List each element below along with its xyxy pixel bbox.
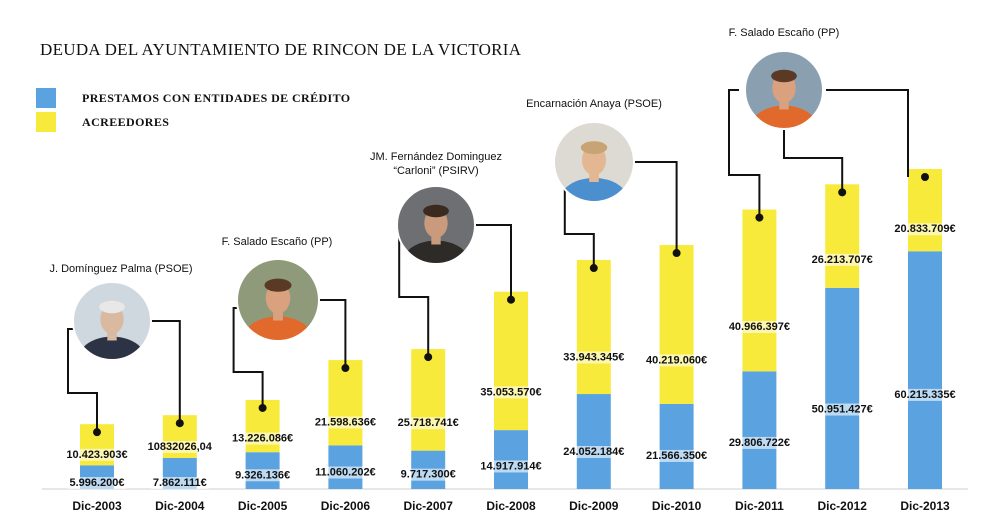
legend-swatch-acreedores xyxy=(36,112,56,132)
x-tick-label-dic-2007: Dic-2007 xyxy=(404,499,454,513)
data-label-bg xyxy=(726,321,792,334)
x-tick-label-dic-2006: Dic-2006 xyxy=(321,499,371,513)
data-label-acreedores-dic-2011: 40.966.397€ xyxy=(729,321,790,333)
connector-line xyxy=(232,307,264,408)
bar-prestamos-dic-2008 xyxy=(494,430,528,489)
connector-line xyxy=(634,161,678,254)
data-label-prestamos-dic-2010: 21.566.350€ xyxy=(646,450,707,462)
bar-top-marker-dic-2013 xyxy=(921,173,929,181)
data-label-bg xyxy=(809,403,875,416)
bar-prestamos-dic-2010 xyxy=(659,403,694,489)
data-label-prestamos-dic-2007: 9.717.300€ xyxy=(401,469,456,481)
portrait-anaya-icon xyxy=(553,121,635,203)
connector-line xyxy=(67,328,98,433)
data-label-bg xyxy=(561,351,627,364)
connector-line xyxy=(151,320,181,424)
person-label-anaya: Encarnación Anaya (PSOE) xyxy=(526,98,662,110)
person-label-fernandez-carloni: JM. Fernández Dominguez “Carloni” (PSIRV… xyxy=(369,151,503,177)
bar-prestamos-dic-2012 xyxy=(825,287,860,489)
x-tick-label-dic-2005: Dic-2005 xyxy=(238,499,288,513)
bar-acreedores-dic-2006 xyxy=(328,360,363,446)
data-label-bg xyxy=(312,416,378,429)
legend-label-acreedores: ACREEDORES xyxy=(82,114,170,129)
bar-acreedores-dic-2011 xyxy=(742,209,777,372)
chart-title: DEUDA DEL AYUNTAMIENTO DE RINCON DE LA V… xyxy=(40,40,522,59)
data-label-bg xyxy=(726,436,792,449)
x-tick-label-dic-2003: Dic-2003 xyxy=(72,499,122,513)
data-label-acreedores-dic-2009: 33.943.345€ xyxy=(563,352,624,364)
bar-acreedores-dic-2007 xyxy=(411,349,446,451)
bar-prestamos-dic-2009 xyxy=(576,394,611,489)
portrait-salado-2005-icon xyxy=(236,258,320,342)
data-label-bg xyxy=(892,388,958,401)
data-label-bg xyxy=(478,386,544,399)
data-label-acreedores-dic-2013: 20.833.709€ xyxy=(894,223,955,235)
connector-line xyxy=(826,89,909,177)
data-label-bg xyxy=(561,446,627,459)
portrait-dominguez-palma-icon xyxy=(72,281,152,361)
person-label-salado-2005: F. Salado Escaño (PP) xyxy=(221,236,333,248)
data-label-acreedores-dic-2007: 25.718.741€ xyxy=(398,417,459,429)
connector-line xyxy=(319,299,347,369)
x-tick-label-dic-2012: Dic-2012 xyxy=(818,499,868,513)
data-label-bg xyxy=(145,440,215,453)
person-label-dominguez-palma: J. Domínguez Palma (PSOE) xyxy=(49,263,193,275)
bar-prestamos-dic-2013 xyxy=(908,251,942,489)
x-tick-label-dic-2004: Dic-2004 xyxy=(155,499,205,513)
connector-line xyxy=(475,224,512,300)
data-label-acreedores-dic-2006: 21.598.636€ xyxy=(315,416,376,428)
data-label-prestamos-dic-2013: 60.215.335€ xyxy=(894,389,955,401)
x-tick-label-dic-2011: Dic-2011 xyxy=(735,499,784,513)
x-tick-label-dic-2008: Dic-2008 xyxy=(486,499,536,513)
x-tick-label-dic-2013: Dic-2013 xyxy=(900,499,950,513)
data-label-acreedores-dic-2004: 10832026,04 xyxy=(148,441,213,453)
data-label-prestamos-dic-2004: 7.862.111€ xyxy=(153,477,207,489)
portrait-fernandez-carloni-icon xyxy=(396,185,476,265)
data-label-acreedores-dic-2010: 40.219.060€ xyxy=(646,354,707,366)
x-tick-label-dic-2009: Dic-2009 xyxy=(569,499,619,513)
legend-item-acreedores: ACREEDORES xyxy=(36,112,169,132)
connector-line xyxy=(728,89,761,218)
data-label-acreedores-dic-2012: 26.213.707€ xyxy=(812,254,873,266)
bar-acreedores-dic-2009 xyxy=(576,260,611,395)
data-label-prestamos-dic-2012: 50.951.427€ xyxy=(812,404,873,416)
data-label-bg xyxy=(395,417,461,430)
data-label-bg xyxy=(809,253,875,266)
data-label-bg xyxy=(64,448,130,461)
data-label-acreedores-dic-2008: 35.053.570€ xyxy=(480,386,541,398)
portrait-salado-2011-icon xyxy=(744,50,824,130)
data-label-acreedores-dic-2003: 10.423.903€ xyxy=(66,449,127,461)
bar-acreedores-dic-2008 xyxy=(494,291,528,431)
data-label-bg xyxy=(644,354,710,367)
connector-line xyxy=(783,130,844,193)
data-label-bg xyxy=(150,477,209,489)
data-label-bg xyxy=(230,432,296,445)
data-label-prestamos-dic-2006: 11.060.202€ xyxy=(315,467,376,479)
data-label-bg xyxy=(233,469,293,482)
data-label-prestamos-dic-2005: 9.326.136€ xyxy=(235,469,290,481)
bar-acreedores-dic-2012 xyxy=(825,184,860,288)
data-label-bg xyxy=(398,468,458,481)
x-tick-label-dic-2010: Dic-2010 xyxy=(652,499,702,513)
data-label-bg xyxy=(892,223,958,236)
bar-acreedores-dic-2013 xyxy=(908,169,942,252)
data-label-prestamos-dic-2008: 14.917.914€ xyxy=(480,460,541,472)
legend-label-prestamos: PRESTAMOS CON ENTIDADES DE CRÉDITO xyxy=(82,90,351,105)
person-label-salado-2011: F. Salado Escaño (PP) xyxy=(728,27,840,39)
data-label-prestamos-dic-2009: 24.052.184€ xyxy=(563,446,624,458)
bar-prestamos-dic-2011 xyxy=(742,371,777,489)
data-label-bg xyxy=(644,449,710,462)
data-label-bg xyxy=(478,460,544,473)
data-label-prestamos-dic-2011: 29.806.722€ xyxy=(729,437,790,449)
legend-swatch-prestamos xyxy=(36,88,56,108)
bar-acreedores-dic-2010 xyxy=(659,245,694,404)
legend-item-prestamos: PRESTAMOS CON ENTIDADES DE CRÉDITO xyxy=(36,88,351,108)
data-label-bg xyxy=(313,466,378,479)
data-label-acreedores-dic-2005: 13.226.086€ xyxy=(232,433,293,445)
data-label-bg xyxy=(67,477,127,489)
data-label-prestamos-dic-2003: 5.996.200€ xyxy=(69,477,124,489)
